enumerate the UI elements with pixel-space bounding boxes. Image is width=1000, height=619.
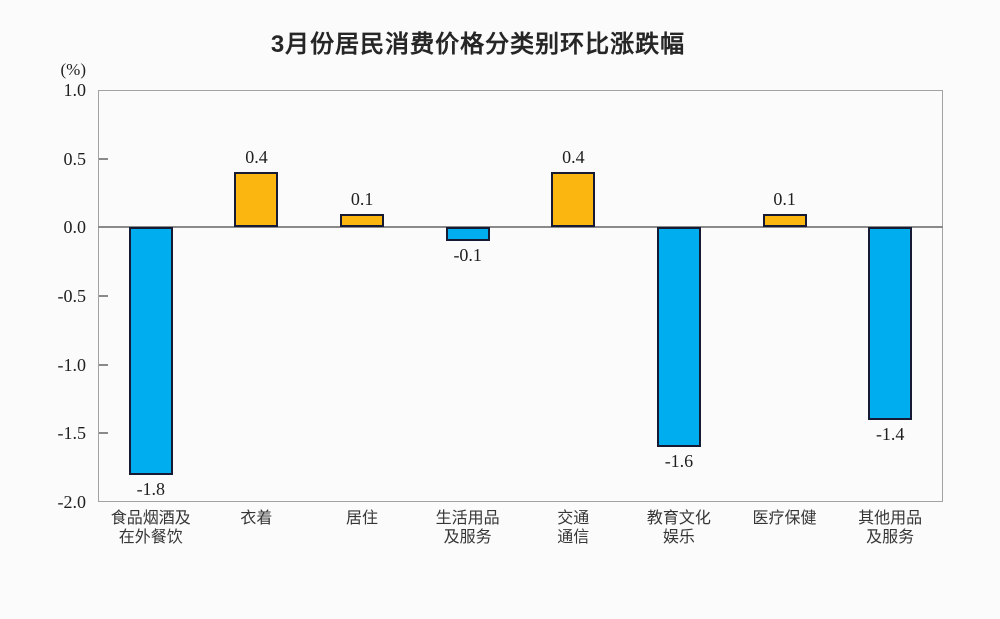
y-tick-label: 0.0 xyxy=(63,217,87,238)
category-label-line: 医疗保健 xyxy=(752,510,817,527)
y-tick-mark xyxy=(99,363,108,366)
category-label-line: 教育文化 xyxy=(646,510,711,527)
category-label-line: 居住 xyxy=(346,510,379,527)
category-label: 食品烟酒及 在外餐饮 xyxy=(96,509,206,547)
bar-8 xyxy=(868,227,913,420)
y-tick-label: 1.0 xyxy=(63,80,87,100)
category-label-line: 食品烟酒及 xyxy=(110,510,191,527)
bar-1 xyxy=(128,227,173,475)
category-label-line: 交通 xyxy=(557,510,590,527)
category-label-line: 在外餐饮 xyxy=(118,529,183,546)
bar-value-label: 0.4 xyxy=(562,147,585,168)
bar-value-label: -0.1 xyxy=(453,245,482,266)
category-label-line: 及服务 xyxy=(866,529,915,546)
y-tick-label: -1.0 xyxy=(57,354,87,375)
y-tick-label: -0.5 xyxy=(57,286,87,306)
bar-3 xyxy=(340,213,385,228)
category-label: 衣着 xyxy=(201,509,311,528)
zero-axis-line xyxy=(98,226,943,229)
bar-value-label: 0.1 xyxy=(773,188,796,209)
y-tick-mark xyxy=(99,295,108,297)
bar-value-label: -1.6 xyxy=(664,451,694,472)
category-label: 教育文化 娱乐 xyxy=(624,509,734,547)
bar-value-label: 0.4 xyxy=(245,147,268,168)
bar-value-label: 0.1 xyxy=(350,188,374,209)
bar-6 xyxy=(656,227,701,448)
bar-5 xyxy=(551,172,596,228)
y-axis-unit-label: (%) xyxy=(60,60,86,79)
bar-2 xyxy=(234,172,279,228)
y-tick-label: -1.5 xyxy=(57,423,87,444)
bar-4 xyxy=(445,227,490,242)
chart-title: 3月份居民消费价格分类别环比涨跌幅 xyxy=(270,31,686,58)
y-tick-label: -2.0 xyxy=(57,492,87,512)
category-label-line: 及服务 xyxy=(443,529,492,546)
y-tick-mark xyxy=(99,157,108,160)
category-label-line: 生活用品 xyxy=(435,510,500,527)
category-label: 其他用品 及服务 xyxy=(835,509,945,547)
category-label-line: 通信 xyxy=(557,529,590,546)
bar-value-label: -1.8 xyxy=(136,478,166,499)
bar-value-label: -1.4 xyxy=(875,423,905,444)
bar-7 xyxy=(762,213,807,228)
category-label: 交通 通信 xyxy=(518,509,628,547)
category-label-line: 其他用品 xyxy=(858,510,923,527)
category-label: 医疗保健 xyxy=(730,509,840,528)
y-tick-label: 0.5 xyxy=(63,148,87,169)
y-tick-mark xyxy=(99,432,108,435)
category-label-line: 衣着 xyxy=(240,510,273,527)
category-label: 居住 xyxy=(307,509,417,528)
category-label: 生活用品 及服务 xyxy=(413,509,523,547)
category-label-line: 娱乐 xyxy=(662,529,695,546)
plot-area xyxy=(98,90,943,502)
